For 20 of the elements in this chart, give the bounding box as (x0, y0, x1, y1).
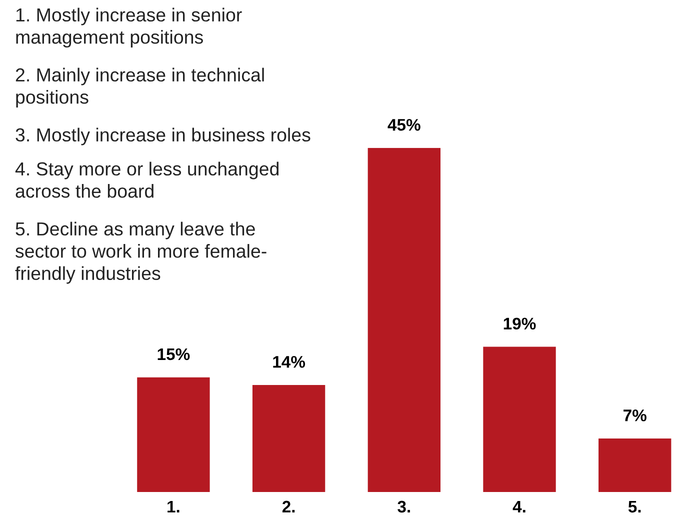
bar (137, 377, 210, 492)
data-label: 7% (624, 410, 646, 422)
data-label: 14% (273, 356, 306, 368)
text: 1. Mostly increase in senior management positions (16, 8, 242, 48)
x-tick-label: 1. (168, 500, 180, 512)
text: 2. Mainly increase in technical positions (16, 68, 264, 108)
data-label: 19% (504, 318, 536, 330)
bar (252, 384, 326, 492)
annotation: 5. Decline as many leave the sector to work in more female- friendly industries (15, 222, 266, 284)
x-tick-label: 5. (628, 500, 641, 513)
x-tick-label: 4. (512, 500, 526, 512)
annotation: 4. Stay more or less unchanged across the board (15, 162, 279, 198)
data-label: 45% (388, 118, 420, 131)
text: 3. Mostly increase in business roles (16, 128, 310, 146)
x-tick-label: 3. (398, 500, 410, 513)
bar (598, 438, 672, 492)
bar (483, 346, 556, 492)
data-label: 15% (158, 348, 190, 360)
x-tick-label: 2. (282, 500, 295, 512)
bar (368, 148, 440, 492)
